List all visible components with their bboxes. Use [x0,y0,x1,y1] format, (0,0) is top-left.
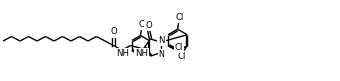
Text: N: N [158,36,165,45]
Text: Cl: Cl [178,52,186,61]
Text: N: N [159,50,165,59]
Text: O: O [110,28,117,37]
Text: NH: NH [135,49,148,58]
Text: Cl: Cl [175,43,183,52]
Text: O: O [145,21,152,30]
Text: Cl: Cl [138,20,147,29]
Text: NH: NH [117,49,130,58]
Text: Cl: Cl [175,13,184,22]
